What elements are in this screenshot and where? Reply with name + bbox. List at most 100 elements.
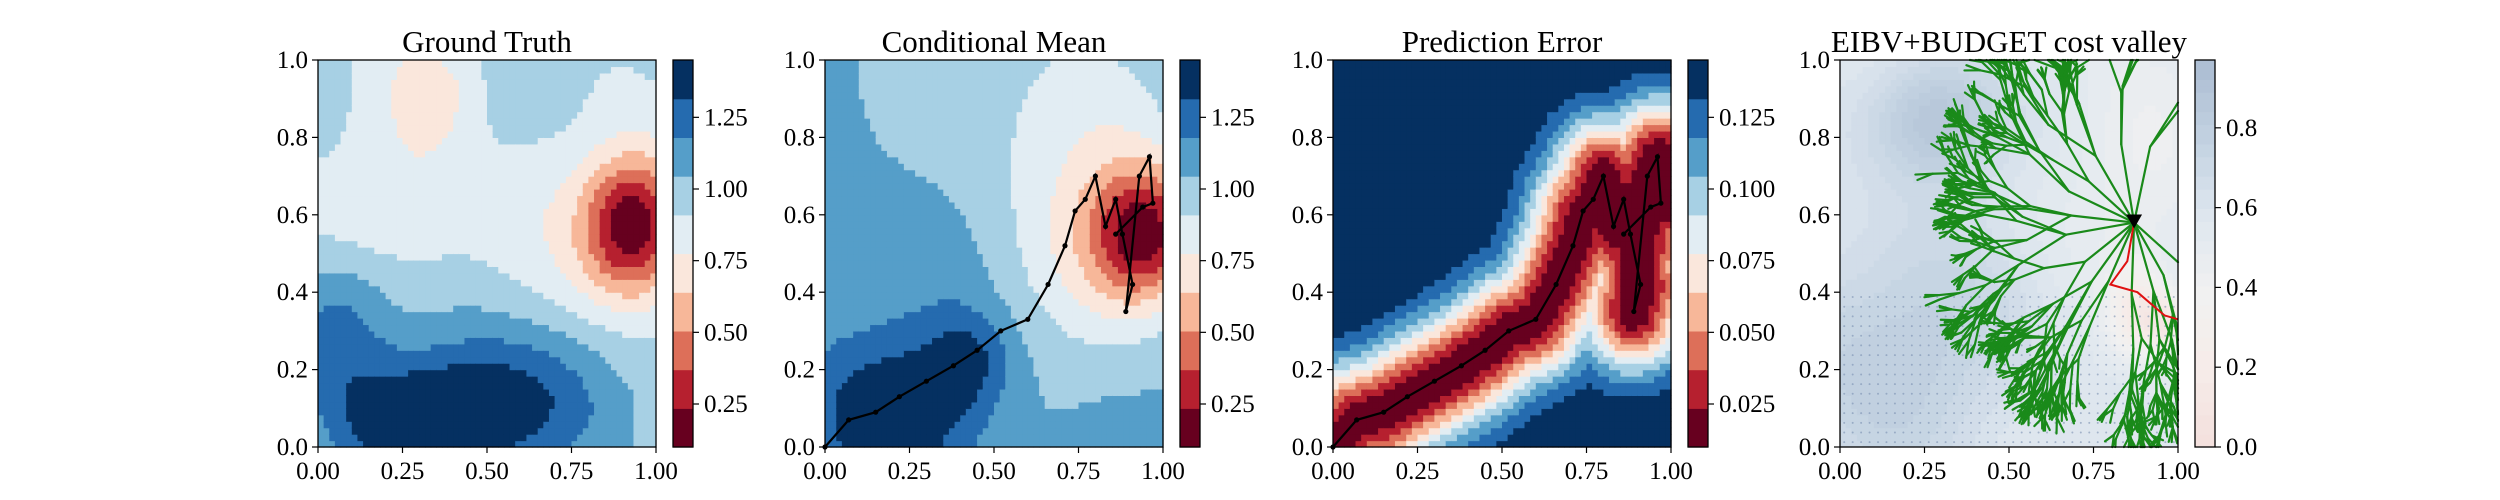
heatmap-cell (329, 182, 336, 190)
heatmap-cell (363, 208, 370, 216)
heatmap-cell (481, 85, 488, 93)
heatmap-cell (627, 337, 635, 345)
heatmap-cell (363, 272, 370, 280)
heatmap-cell (915, 66, 922, 74)
heatmap-cell (841, 434, 849, 442)
heatmap-cell (447, 363, 454, 371)
heatmap-cell (374, 189, 381, 197)
heatmap-cell (825, 408, 832, 416)
heatmap-cell (419, 240, 426, 248)
heatmap-cell (391, 118, 398, 126)
heatmap-cell (948, 305, 956, 313)
heatmap-cell (385, 434, 392, 442)
heatmap-cell (419, 292, 426, 300)
heatmap-cell (605, 414, 612, 422)
heatmap-cell (402, 395, 409, 403)
heatmap-cell (881, 376, 888, 384)
heatmap-cell (351, 266, 359, 274)
heatmap-cell (475, 111, 482, 119)
heatmap-cell (419, 234, 426, 242)
heatmap-cell (943, 382, 950, 390)
heatmap-cell (351, 305, 359, 313)
heatmap-cell (453, 401, 460, 409)
heatmap-cell (346, 189, 353, 197)
heatmap-cell (470, 285, 477, 293)
heatmap-cell (368, 266, 375, 274)
heatmap-cell (599, 98, 606, 106)
heatmap-cell (926, 292, 933, 300)
heatmap-cell (898, 285, 905, 293)
heatmap-cell (357, 124, 364, 132)
heatmap-cell (441, 169, 449, 177)
heatmap-cell (853, 253, 860, 261)
heatmap-cell (864, 118, 871, 126)
heatmap-cell (836, 150, 843, 158)
heatmap-cell (909, 266, 916, 274)
heatmap-cell (487, 279, 494, 287)
heatmap-cell (441, 337, 449, 345)
heatmap-cell (588, 85, 595, 93)
heatmap-cell (560, 298, 567, 306)
heatmap-cell (487, 118, 494, 126)
heatmap-cell (594, 234, 601, 242)
heatmap-cell (881, 130, 888, 138)
heatmap-cell (492, 330, 499, 338)
heatmap-cell (323, 285, 330, 293)
heatmap-cell (937, 247, 944, 255)
heatmap-cell (430, 311, 437, 319)
heatmap-cell (318, 253, 325, 261)
heatmap-cell (577, 143, 584, 151)
heatmap-cell (886, 111, 894, 119)
heatmap-cell (909, 414, 916, 422)
heatmap-cell (374, 318, 381, 326)
heatmap-cell (937, 440, 944, 448)
heatmap-cell (582, 298, 589, 306)
heatmap-cell (318, 279, 325, 287)
heatmap-cell (413, 350, 420, 358)
heatmap-cell (847, 298, 854, 306)
heatmap-cell (487, 176, 494, 184)
heatmap-cell (565, 79, 573, 87)
heatmap-cell (402, 298, 409, 306)
heatmap-cell (334, 279, 342, 287)
heatmap-cell (892, 208, 899, 216)
heatmap-cell (492, 253, 499, 261)
heatmap-cell (560, 395, 567, 403)
heatmap-cell (892, 221, 899, 229)
heatmap-cell (441, 189, 449, 197)
heatmap-cell (639, 163, 646, 171)
heatmap-cell (458, 124, 466, 132)
heatmap-cell (374, 227, 381, 235)
heatmap-cell (622, 111, 629, 119)
heatmap-cell (363, 401, 370, 409)
heatmap-cell (498, 85, 505, 93)
heatmap-cell (498, 163, 505, 171)
heatmap-cell (881, 292, 888, 300)
heatmap-cell (616, 350, 623, 358)
heatmap-cell (622, 169, 629, 177)
heatmap-cell (903, 118, 911, 126)
heatmap-cell (318, 343, 325, 351)
heatmap-cell (565, 395, 573, 403)
heatmap-cell (475, 427, 482, 435)
heatmap-cell (453, 272, 460, 280)
heatmap-cell (909, 440, 916, 448)
heatmap-cell (898, 143, 905, 151)
heatmap-cell (554, 408, 561, 416)
heatmap-cell (363, 201, 370, 209)
heatmap-cell (903, 163, 911, 171)
heatmap-cell (920, 305, 927, 313)
heatmap-cell (391, 434, 398, 442)
heatmap-cell (368, 388, 375, 396)
heatmap-cell (436, 253, 443, 261)
heatmap-cell (374, 408, 381, 416)
heatmap-cell (577, 440, 584, 448)
heatmap-cell (920, 163, 927, 171)
heatmap-cell (408, 234, 415, 242)
heatmap-cell (532, 414, 539, 422)
heatmap-cell (515, 376, 522, 384)
heatmap-cell (351, 311, 359, 319)
heatmap-cell (903, 130, 911, 138)
heatmap-cell (627, 124, 635, 132)
heatmap-cell (498, 376, 505, 384)
